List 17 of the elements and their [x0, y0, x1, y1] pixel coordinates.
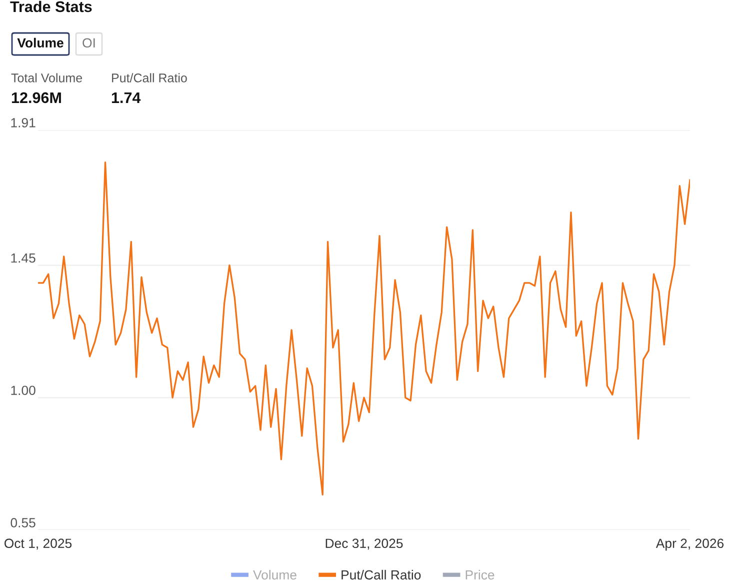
x-tick-label: Dec 31, 2025	[326, 538, 403, 550]
text: 12.96M	[12, 92, 61, 104]
y-tick-label: 1.45	[11, 253, 36, 263]
text: 1.74	[112, 92, 141, 103]
y-tick-label: 1.00	[11, 386, 36, 396]
y-tick-label: 0.55	[10, 518, 36, 528]
legend-label: Volume	[253, 570, 296, 580]
y-tick-label: 1.91	[11, 118, 36, 128]
legend-label: Put/Call Ratio	[342, 570, 421, 580]
text: Total Volume	[11, 73, 82, 82]
text: OI	[82, 38, 95, 48]
text: Volume	[17, 38, 64, 48]
text: Put/Call Ratio	[112, 73, 187, 82]
chart-title: Trade Stats	[10, 0, 92, 12]
x-tick-label: Apr 2, 2026	[656, 538, 724, 551]
x-tick-label: Oct 1, 2025	[4, 538, 72, 550]
legend-label: Price	[466, 570, 494, 580]
